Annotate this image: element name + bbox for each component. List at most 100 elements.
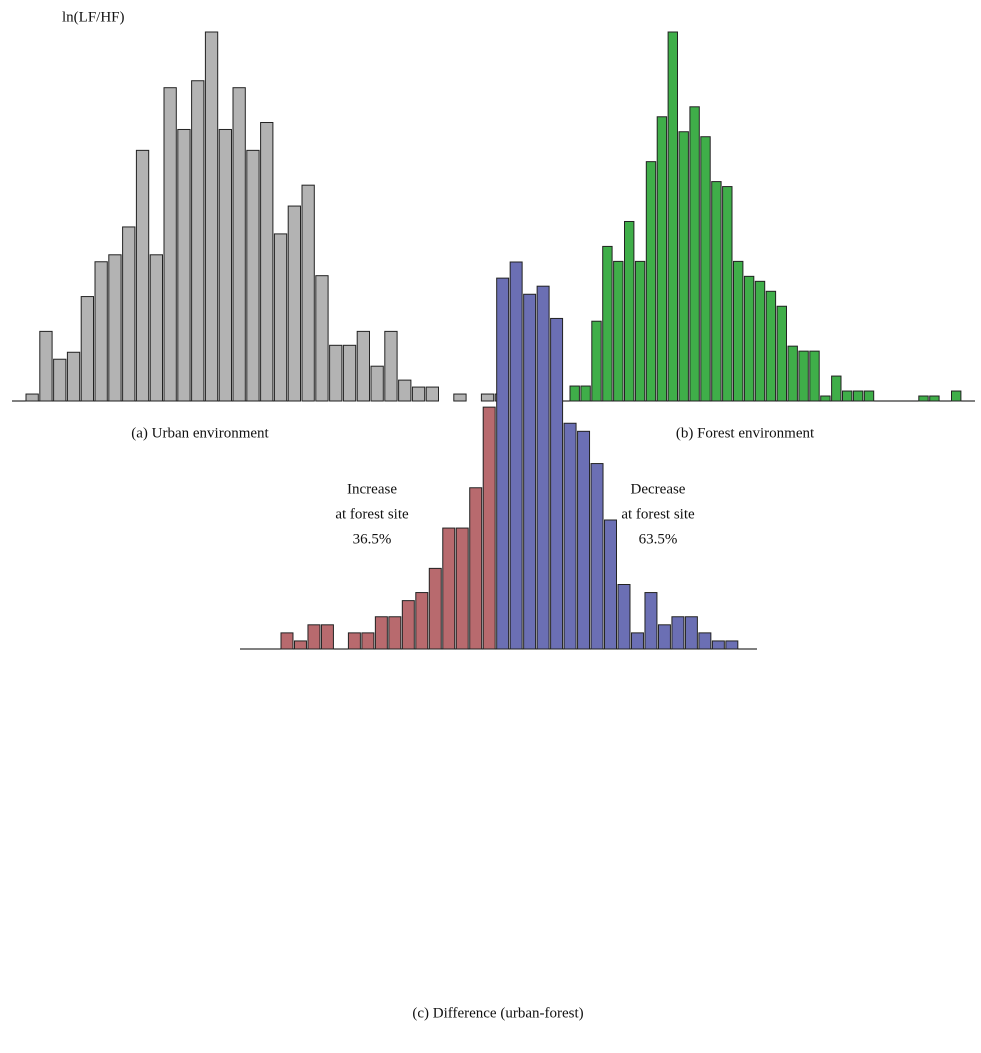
bar: [678, 131, 689, 402]
bar: [398, 379, 412, 402]
bar: [480, 393, 495, 402]
bar: [630, 632, 644, 650]
bar: [108, 254, 122, 402]
bar: [384, 330, 398, 402]
bar: [149, 254, 163, 402]
bar: [634, 260, 646, 402]
bar: [602, 245, 613, 402]
bar: [374, 616, 388, 650]
bar: [842, 390, 853, 402]
bar: [657, 624, 671, 650]
bar: [260, 122, 274, 402]
bar: [809, 350, 820, 402]
bar: [301, 184, 315, 402]
bar: [591, 320, 602, 402]
bar: [66, 351, 81, 402]
annotation: 36.5%: [353, 531, 392, 547]
bar: [320, 624, 334, 650]
bar: [698, 632, 712, 650]
bar: [442, 527, 456, 650]
bar: [94, 261, 108, 402]
bar: [743, 275, 755, 402]
bar: [725, 640, 739, 650]
annotation: at forest site: [335, 506, 409, 522]
bar: [280, 632, 294, 650]
bar: [613, 260, 624, 402]
bar: [246, 149, 260, 402]
bar: [667, 31, 678, 402]
bar: [482, 406, 496, 650]
bar: [700, 136, 711, 402]
bar: [25, 393, 39, 402]
bar: [455, 527, 469, 650]
bar: [656, 116, 668, 402]
annotation: at forest site: [621, 506, 695, 522]
bar: [733, 260, 744, 402]
bar: [469, 487, 483, 650]
annotation: Increase: [347, 481, 397, 497]
bar: [191, 80, 205, 402]
bar: [163, 87, 177, 402]
bar: [852, 390, 864, 402]
bar: [523, 293, 537, 650]
bar: [951, 390, 962, 402]
bar: [453, 393, 467, 402]
bar: [388, 616, 402, 650]
bar: [329, 344, 343, 402]
bar: [689, 106, 700, 402]
bar: [496, 277, 510, 650]
bar: [53, 358, 67, 402]
bar: [287, 205, 302, 402]
caption: (c) Difference (urban-forest): [412, 1005, 583, 1021]
bar: [347, 632, 361, 650]
bar: [204, 31, 219, 402]
bar: [684, 616, 698, 650]
annotation: Decrease: [631, 481, 686, 497]
bar: [135, 149, 150, 402]
bar: [273, 233, 288, 402]
bar: [122, 226, 136, 402]
bar: [315, 275, 329, 402]
bar: [577, 430, 591, 650]
bar: [415, 592, 429, 650]
bar: [644, 592, 658, 650]
bar: [787, 345, 798, 402]
bar: [370, 365, 384, 402]
chart-title: ln(LF/HF): [62, 9, 125, 25]
bar: [509, 261, 523, 650]
bar: [604, 519, 618, 650]
bar: [918, 395, 929, 402]
bar: [80, 296, 94, 402]
bar: [645, 161, 657, 402]
bar: [820, 395, 831, 402]
bar: [550, 317, 564, 650]
bar: [569, 385, 580, 402]
bar: [617, 584, 631, 650]
bar: [580, 385, 591, 402]
caption: (b) Forest environment: [676, 425, 815, 441]
bar: [831, 375, 842, 402]
bar: [722, 186, 733, 402]
bar: [401, 600, 415, 650]
bar: [218, 128, 232, 402]
bar: [798, 350, 809, 402]
bar: [177, 128, 191, 402]
bar: [765, 290, 777, 402]
bar: [293, 640, 307, 650]
bar: [754, 280, 766, 402]
bar: [711, 181, 722, 402]
bar: [411, 386, 426, 402]
bar: [342, 344, 357, 402]
caption: (a) Urban environment: [131, 425, 269, 441]
bar: [356, 330, 371, 402]
bar: [536, 285, 550, 650]
bar: [863, 390, 875, 402]
bar: [590, 463, 604, 650]
bar: [929, 395, 940, 402]
annotation: 63.5%: [639, 531, 678, 547]
bar: [232, 87, 246, 402]
bar: [563, 422, 577, 650]
bar: [361, 632, 375, 650]
bar: [428, 567, 442, 650]
